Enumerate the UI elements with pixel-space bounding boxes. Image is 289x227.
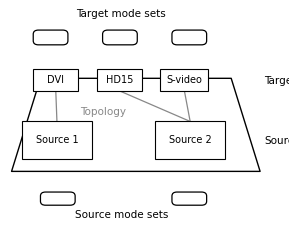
Text: DVI: DVI — [47, 75, 64, 85]
Text: HD15: HD15 — [105, 75, 133, 85]
FancyBboxPatch shape — [155, 121, 225, 159]
FancyBboxPatch shape — [97, 69, 142, 91]
Text: Source 1: Source 1 — [36, 135, 78, 145]
FancyBboxPatch shape — [40, 192, 75, 205]
FancyBboxPatch shape — [33, 30, 68, 45]
FancyBboxPatch shape — [33, 69, 78, 91]
Text: Source 2: Source 2 — [169, 135, 211, 145]
FancyBboxPatch shape — [22, 121, 92, 159]
Text: Sources: Sources — [264, 136, 289, 146]
Text: Source mode sets: Source mode sets — [75, 210, 168, 220]
Text: Topology: Topology — [79, 107, 126, 117]
Text: S-video: S-video — [166, 75, 202, 85]
FancyBboxPatch shape — [172, 192, 207, 205]
FancyBboxPatch shape — [172, 30, 207, 45]
FancyBboxPatch shape — [160, 69, 208, 91]
Text: Targets: Targets — [264, 76, 289, 86]
FancyBboxPatch shape — [103, 30, 137, 45]
Text: Target mode sets: Target mode sets — [77, 9, 166, 19]
